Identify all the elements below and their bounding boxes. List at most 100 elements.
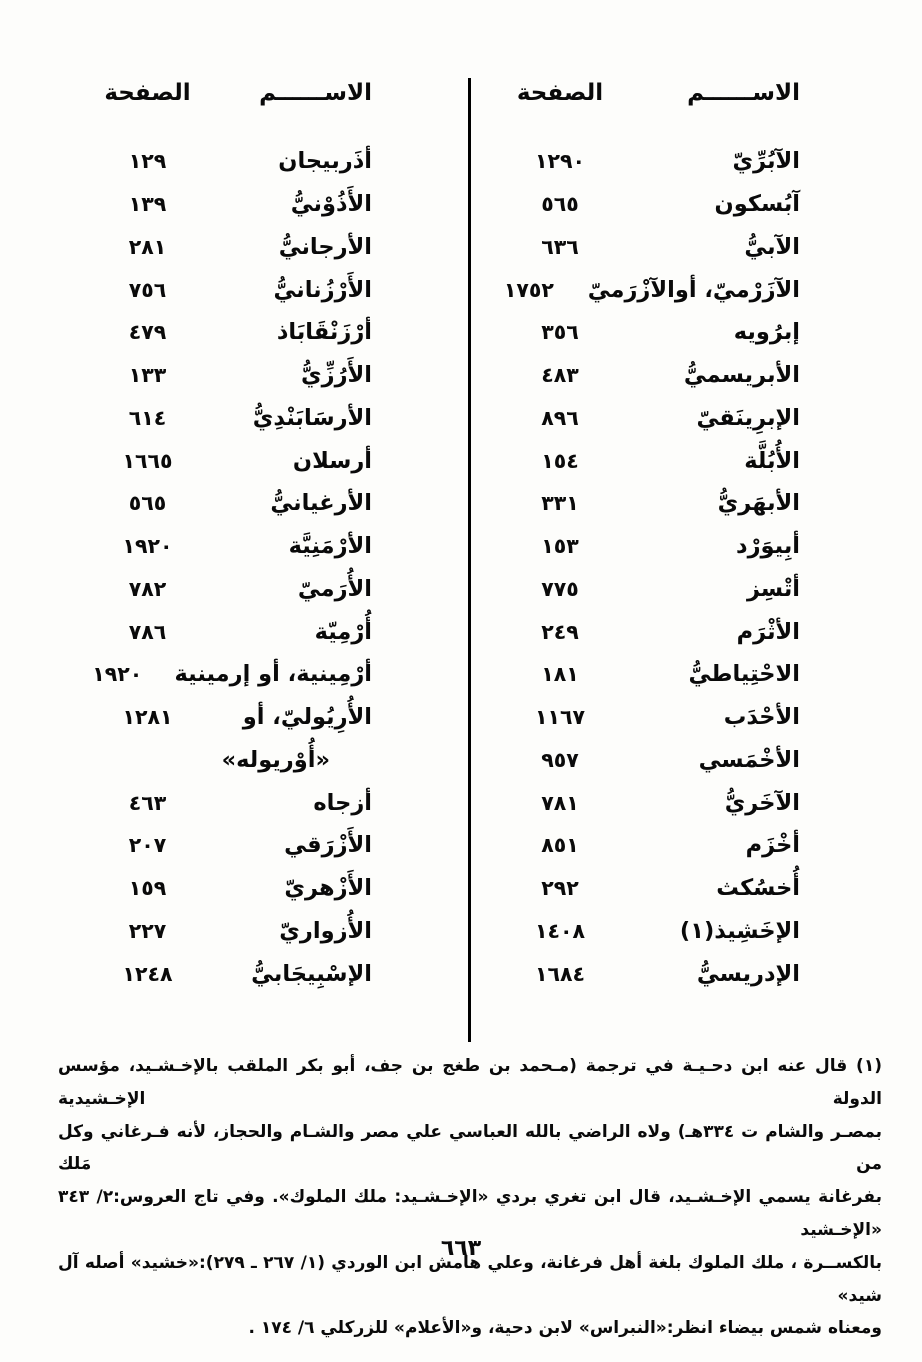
entry-name: الأَزْهريّ: [284, 875, 372, 902]
index-row: ٢٤٩ الأثْرَم: [470, 610, 922, 653]
index-row: ١٦٦٥ أرسلان: [0, 439, 469, 482]
entry-name: الإبرِينَقيّ: [696, 404, 800, 431]
entry-name: الأَرُزِّيُّ: [301, 362, 372, 389]
index-row: ١٤٠٨ الإخَشِيذ(١): [470, 910, 922, 953]
index-row: ١٦٨٤ الإدريسيُّ: [470, 952, 922, 995]
index-row: ١٣٩ الأَذُوْنيُّ: [0, 183, 469, 226]
index-row: ٥٦٥ آبُسكون: [470, 183, 922, 226]
footnote-line: بمصـر والشام ت ٣٣٤هـ) ولاه الراضي بالله …: [58, 1121, 882, 1175]
entry-page-number: ٦١٤: [128, 405, 167, 430]
entry-name: الأَذُوْنيُّ: [290, 191, 372, 218]
entry-page-number: ١٣٩: [128, 192, 167, 217]
entry-name: الآخَريُّ: [724, 789, 800, 816]
index-column-left: الصفحة الاســــــم ١٢٩ أذَربيجان ١٣٩ الأَذُ…: [0, 78, 469, 995]
entry-page-number: ١٧٥٢: [503, 277, 554, 302]
index-row: ١٥٣ أبِيوَرْد: [470, 525, 922, 568]
entry-page-number: ٤٦٣: [128, 790, 167, 815]
entry-name: الأثْرَم: [736, 618, 800, 645]
index-row: ٢٢٧ الأُزواريّ: [0, 910, 469, 953]
index-row: ١٢٨١ الأُرِيُوليّ، أو: [0, 696, 469, 739]
entry-page-number: ١٩٢٠: [92, 662, 143, 687]
entry-name: الآبُرِّيّ: [732, 148, 800, 175]
entry-name: الأُرَميّ: [297, 575, 372, 602]
entry-name: أخْزَم: [745, 832, 800, 859]
index-rows-left: ١٢٩ أذَربيجان ١٣٩ الأَذُوْنيُّ ٢٨١ الأرجانيُّ…: [0, 140, 469, 995]
entry-page-number: ٧٨٢: [128, 576, 167, 601]
index-row: ١٣٣ الأَرُزِّيُّ: [0, 354, 469, 397]
entry-page-number: ٥٦٥: [541, 192, 579, 217]
page-column-header: الصفحة: [516, 80, 604, 106]
entry-name: آبُسكون: [714, 191, 800, 218]
entry-name: الأُرِيُوليّ، أو: [242, 704, 372, 731]
page-column-header: الصفحة: [104, 80, 191, 106]
index-row: ١٢٩٠ الآبُرِّيّ: [470, 140, 922, 183]
entry-page-number: ٢٢٧: [128, 918, 167, 943]
footnote: (١) قال عنه ابن دحـيـة في ترجمة (مـحمد ب…: [58, 1050, 882, 1345]
entry-name: الأَرْزُنانيُّ: [273, 276, 372, 303]
index-row: ٤٨٣ الأبريسميُّ: [470, 354, 922, 397]
name-column-header: الاســــــم: [259, 80, 372, 106]
entry-page-number: ١٨١: [541, 662, 579, 687]
entry-page-number: ٧٧٥: [541, 576, 579, 601]
entry-name: الأُزواريّ: [279, 917, 372, 944]
index-row: ٦١٤ الأرسَابَنْدِيُّ: [0, 397, 469, 440]
footnote-line: بالكســرة ، ملك الملوك بلغة أهل فرغانة، …: [58, 1252, 882, 1306]
entry-name: الأُبُلَّة: [744, 447, 800, 474]
entry-page-number: ٤٨٣: [541, 363, 579, 388]
entry-page-number: ٤٧٩: [128, 320, 167, 345]
entry-name: الإدريسيُّ: [696, 960, 800, 987]
entry-page-number: ١٤٠٨: [534, 918, 586, 943]
entry-page-number: ١٢٨١: [122, 705, 173, 730]
entry-name: أُرْمِيّة: [314, 618, 372, 645]
index-row: ٤٧٩ أرْزَنْقَابَاذ: [0, 311, 469, 354]
entry-name: الإخَشِيذ(١): [679, 917, 800, 944]
entry-page-number: ٧٨٦: [128, 619, 167, 644]
index-row: ٩٥٧ الأخْمَسي: [470, 739, 922, 782]
entry-page-number: ٣٣١: [541, 491, 579, 516]
entry-name: أتْسِز: [746, 575, 800, 602]
column-divider: [468, 78, 471, 1042]
footnote-line: ومعناه شمس بيضاء انظر:«النبراس» لابن دحي…: [248, 1318, 882, 1339]
entry-name: الاحْتِياطيُّ: [688, 661, 800, 688]
entry-name: الأرجانيُّ: [278, 233, 372, 260]
index-row: ٣٣١ الأبهَريُّ: [470, 482, 922, 525]
index-row: ١٥٩ الأَزْهريّ: [0, 867, 469, 910]
entry-page-number: ١٢٩: [128, 149, 167, 174]
index-row: ٤٦٣ أزجاه: [0, 781, 469, 824]
entry-name: الأبهَريُّ: [717, 490, 800, 517]
index-row: ٧٧٥ أتْسِز: [470, 568, 922, 611]
column-header-left: الصفحة الاســــــم: [0, 78, 469, 124]
entry-name: إبرُويه: [733, 319, 800, 346]
entry-name: الأرْمَنِيَّة: [288, 533, 372, 560]
index-row: ٧٨٦ أُرْمِيّة: [0, 610, 469, 653]
entry-page-number: ١٢٩٠: [534, 149, 586, 174]
entry-name: الآبيُّ: [744, 233, 800, 260]
index-row: ١٢٩ أذَربيجان: [0, 140, 469, 183]
entry-page-number: ٢٤٩: [541, 619, 579, 644]
entry-page-number: ٥٦٥: [128, 491, 167, 516]
entry-page-number: ٢٩٢: [541, 876, 579, 901]
entry-page-number: ٩٥٧: [541, 747, 579, 772]
entry-page-number: ١١٦٧: [534, 705, 586, 730]
entry-name: أذَربيجان: [278, 148, 372, 175]
entry-name: «أُوْريوله»: [221, 746, 330, 773]
index-row: ٢٠٧ الأَزْرَقي: [0, 824, 469, 867]
entry-name: الأرسَابَنْدِيُّ: [252, 404, 372, 431]
entry-page-number: ١٥٤: [541, 448, 579, 473]
entry-page-number: ١٦٦٥: [122, 448, 173, 473]
index-row: ٨٥١ أخْزَم: [470, 824, 922, 867]
index-row: ١١٦٧ الأحْدَب: [470, 696, 922, 739]
entry-name: أُخسُكث: [716, 875, 800, 902]
entry-page-number: ١٢٤٨: [122, 961, 173, 986]
index-rows-right: ١٢٩٠ الآبُرِّيّ ٥٦٥ آبُسكون ٦٣٦ الآبيُّ ١٧٥٢ ال…: [470, 140, 922, 995]
entry-name: أزجاه: [313, 789, 372, 816]
index-row: ٢٩٢ أُخسُكث: [470, 867, 922, 910]
entry-page-number: ٧٨١: [541, 790, 579, 815]
entry-page-number: ١٩٢٠: [122, 534, 173, 559]
index-row: ٢٨١ الأرجانيُّ: [0, 226, 469, 269]
index-row: ١٨١ الاحْتِياطيُّ: [470, 653, 922, 696]
entry-page-number: ٢٨١: [128, 234, 167, 259]
entry-page-number: ٨٩٦: [541, 405, 579, 430]
entry-name: أرْمِينية، أو إرمينية: [174, 661, 372, 688]
